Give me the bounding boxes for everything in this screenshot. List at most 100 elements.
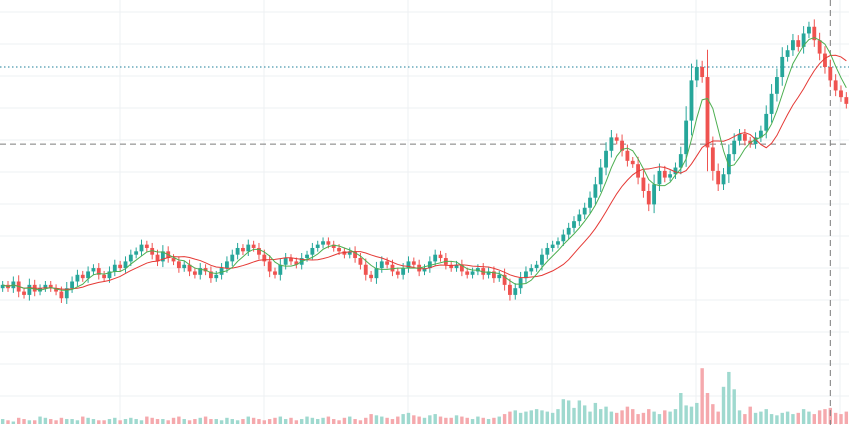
volume-bar (796, 412, 800, 424)
volume-bar (283, 419, 288, 424)
candle-body (620, 140, 624, 151)
candle-body (363, 264, 368, 275)
volume-bar (171, 417, 176, 424)
candle-body (43, 284, 48, 289)
volume-bar (433, 414, 437, 424)
volume-bar (81, 416, 85, 424)
candle-body (582, 207, 587, 215)
candle-body (449, 264, 454, 269)
volume-bar (780, 412, 784, 424)
candle-body (481, 268, 486, 275)
volume-bar (390, 419, 395, 424)
candle-body (774, 77, 779, 94)
volume-bar (59, 417, 64, 424)
candle-body (230, 254, 235, 262)
candle-body (75, 274, 80, 282)
candle-body (657, 170, 662, 185)
candle-body (700, 66, 705, 78)
volume-bar (785, 411, 790, 424)
candle-body (251, 244, 256, 248)
volume-bar (620, 410, 624, 424)
volume-bar (604, 406, 608, 424)
volume-bar (807, 411, 811, 424)
candle-body (123, 261, 128, 269)
volume-bar (326, 416, 331, 424)
candle-body (614, 137, 619, 141)
candle-body (764, 113, 769, 131)
candle-body (219, 268, 224, 275)
volume-bar (711, 404, 715, 424)
candle-body (208, 271, 213, 279)
candle-body (566, 227, 571, 235)
volume-bar (444, 417, 448, 424)
volume-bar (65, 419, 69, 424)
volume-bar (615, 412, 619, 424)
candle-body (833, 80, 838, 91)
candle-body (107, 271, 112, 279)
volume-bar (721, 386, 726, 424)
volume-bar (673, 409, 678, 424)
candle-body (326, 241, 331, 245)
volume-bar (107, 419, 112, 424)
volume-bar (38, 416, 42, 424)
candle-body (668, 174, 673, 178)
candle-body (710, 147, 715, 171)
volume-bar (412, 415, 416, 424)
volume-bar (689, 406, 694, 424)
candle-body (70, 281, 74, 289)
candle-body (791, 40, 795, 51)
candle-body (27, 284, 32, 295)
volume-bar (380, 416, 384, 424)
candle-body (321, 241, 325, 245)
candle-body (22, 291, 26, 295)
volume-bar (502, 414, 507, 424)
candle-body (801, 33, 806, 47)
volume-bar (6, 420, 10, 424)
volume-bar (203, 416, 208, 424)
volume-bar (668, 411, 672, 424)
volume-bar (337, 420, 341, 424)
volume-bar (316, 419, 320, 424)
candle-body (225, 261, 229, 269)
candle-body (598, 167, 603, 185)
volume-bar (839, 414, 843, 424)
candle-body (486, 271, 491, 275)
candle-body (331, 244, 336, 248)
volume-bar (534, 409, 539, 424)
volume-bar (465, 417, 469, 424)
volume-bar (529, 410, 533, 424)
candle-body (241, 247, 245, 252)
volume-bar (641, 412, 646, 424)
volume-bar (550, 412, 555, 424)
volume-bar (705, 393, 710, 424)
volume-bar (97, 420, 101, 424)
candle-body (139, 244, 144, 252)
candle-body (385, 261, 390, 265)
candle-body (267, 261, 272, 272)
volume-bar (214, 419, 218, 424)
volume-bar (289, 417, 293, 424)
volume-bar (577, 400, 582, 424)
candle-body (550, 244, 555, 248)
candle-body (513, 288, 518, 295)
volume-bar (91, 419, 96, 424)
volume-bar (759, 411, 763, 424)
volume-bar (561, 399, 566, 424)
candle-body (678, 154, 683, 168)
volume-bar (16, 417, 21, 424)
candle-body (540, 254, 544, 265)
volume-bar (43, 417, 48, 424)
candle-body (689, 80, 694, 121)
candle-body (705, 77, 710, 148)
volume-bar (75, 420, 80, 424)
candle-body (0, 284, 5, 289)
volume-bar (364, 417, 368, 424)
volume-bar (769, 414, 774, 424)
volume-bar (438, 416, 443, 424)
volume-bar (833, 412, 838, 424)
candle-body (262, 254, 267, 262)
candle-body (433, 254, 438, 262)
candle-body (112, 264, 117, 272)
